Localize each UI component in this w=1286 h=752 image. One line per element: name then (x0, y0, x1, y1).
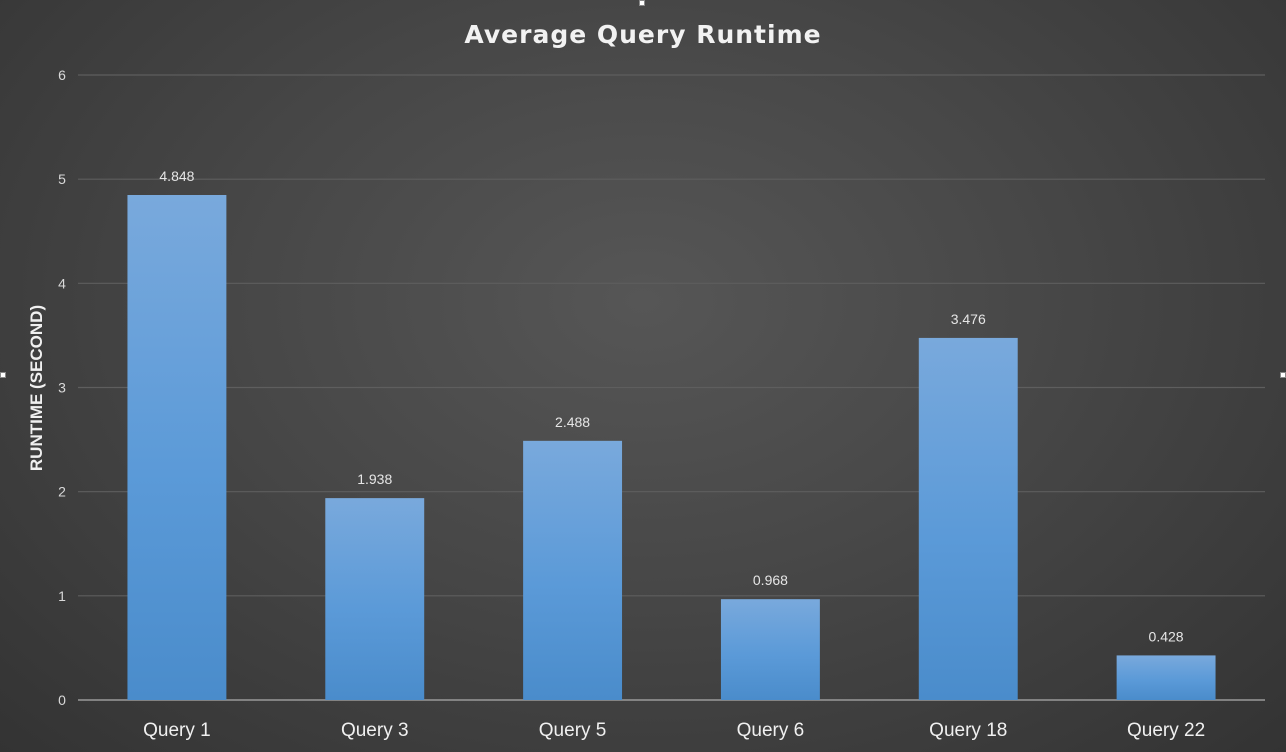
bar[interactable] (720, 599, 820, 700)
data-label: 2.488 (555, 414, 590, 430)
data-label: 3.476 (951, 311, 986, 327)
y-tick-label: 4 (58, 275, 66, 291)
bar[interactable] (1116, 655, 1216, 700)
y-tick-label: 0 (58, 692, 66, 708)
chart-title: Average Query Runtime (464, 20, 821, 49)
x-tick-label: Query 5 (539, 720, 607, 741)
x-tick-label: Query 6 (737, 720, 805, 741)
resize-handle-right[interactable] (1280, 372, 1286, 378)
y-tick-label: 6 (58, 67, 66, 83)
x-tick-label: Query 1 (143, 720, 211, 741)
bar[interactable] (523, 440, 623, 700)
x-tick-label: Query 22 (1127, 720, 1205, 741)
resize-handle-top[interactable] (639, 0, 645, 6)
y-axis-label: RUNTIME (SECOND) (27, 305, 46, 471)
y-tick-label: 1 (58, 588, 66, 604)
y-tick-label: 3 (58, 380, 66, 396)
data-label: 1.938 (357, 471, 392, 487)
bar[interactable] (918, 337, 1018, 700)
data-label: 0.428 (1149, 628, 1184, 644)
bar[interactable] (325, 498, 425, 700)
bar[interactable] (127, 195, 227, 700)
x-tick-label: Query 3 (341, 720, 409, 741)
y-tick-label: 5 (58, 171, 66, 187)
data-label: 0.968 (753, 572, 788, 588)
resize-handle-left[interactable] (0, 372, 6, 378)
y-tick-label: 2 (58, 484, 66, 500)
data-label: 4.848 (159, 168, 194, 184)
x-tick-label: Query 18 (929, 720, 1007, 741)
